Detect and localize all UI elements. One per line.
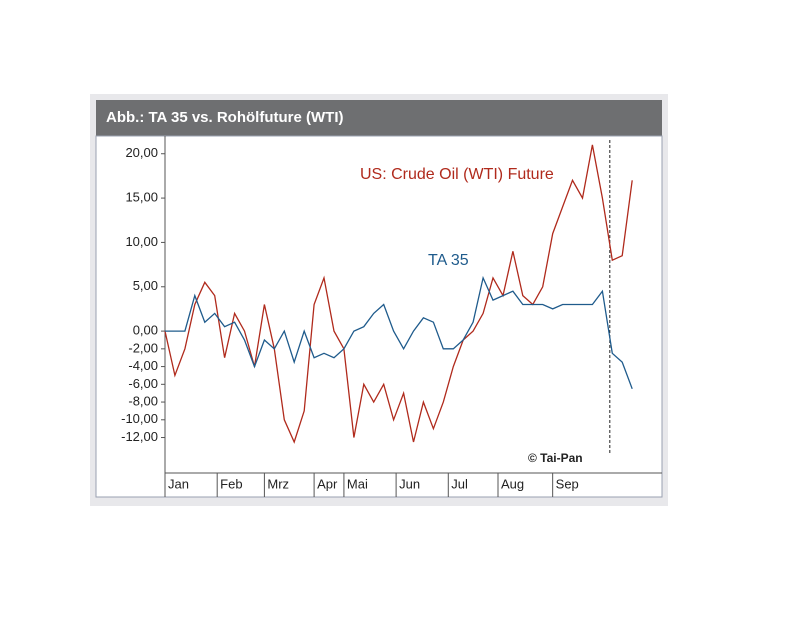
series-label: TA 35 <box>428 252 469 269</box>
y-tick-label: 15,00 <box>125 190 158 205</box>
y-tick-label: -8,00 <box>128 393 158 408</box>
header <box>96 100 662 136</box>
y-tick-label: 0,00 <box>133 323 158 338</box>
x-tick-label: Mai <box>347 476 368 491</box>
series-line <box>165 275 633 390</box>
x-tick-label: Jun <box>399 476 420 491</box>
x-tick-label: Apr <box>317 476 338 491</box>
x-tick-label: Aug <box>501 476 524 491</box>
y-tick-label: 20,00 <box>125 145 158 160</box>
x-tick-label: Sep <box>556 476 579 491</box>
chart-title: Abb.: TA 35 vs. Rohölfuture (WTI) <box>106 109 343 126</box>
x-tick-label: Jan <box>168 476 189 491</box>
series-label: US: Crude Oil (WTI) Future <box>360 166 554 183</box>
x-tick-label: Feb <box>220 476 242 491</box>
plot-area <box>95 135 663 498</box>
y-tick-label: 10,00 <box>125 234 158 249</box>
y-tick-label: -2,00 <box>128 340 158 355</box>
y-tick-label: -4,00 <box>128 358 158 373</box>
x-tick-label: Mrz <box>267 476 289 491</box>
y-tick-label: -10,00 <box>121 411 158 426</box>
y-tick-label: -6,00 <box>128 376 158 391</box>
source: © Tai-Pan <box>528 451 583 465</box>
y-tick-label: -12,00 <box>121 429 158 444</box>
series-line <box>164 144 633 444</box>
x-tick-label: Jul <box>451 476 468 491</box>
y-tick-label: 5,00 <box>133 278 158 293</box>
